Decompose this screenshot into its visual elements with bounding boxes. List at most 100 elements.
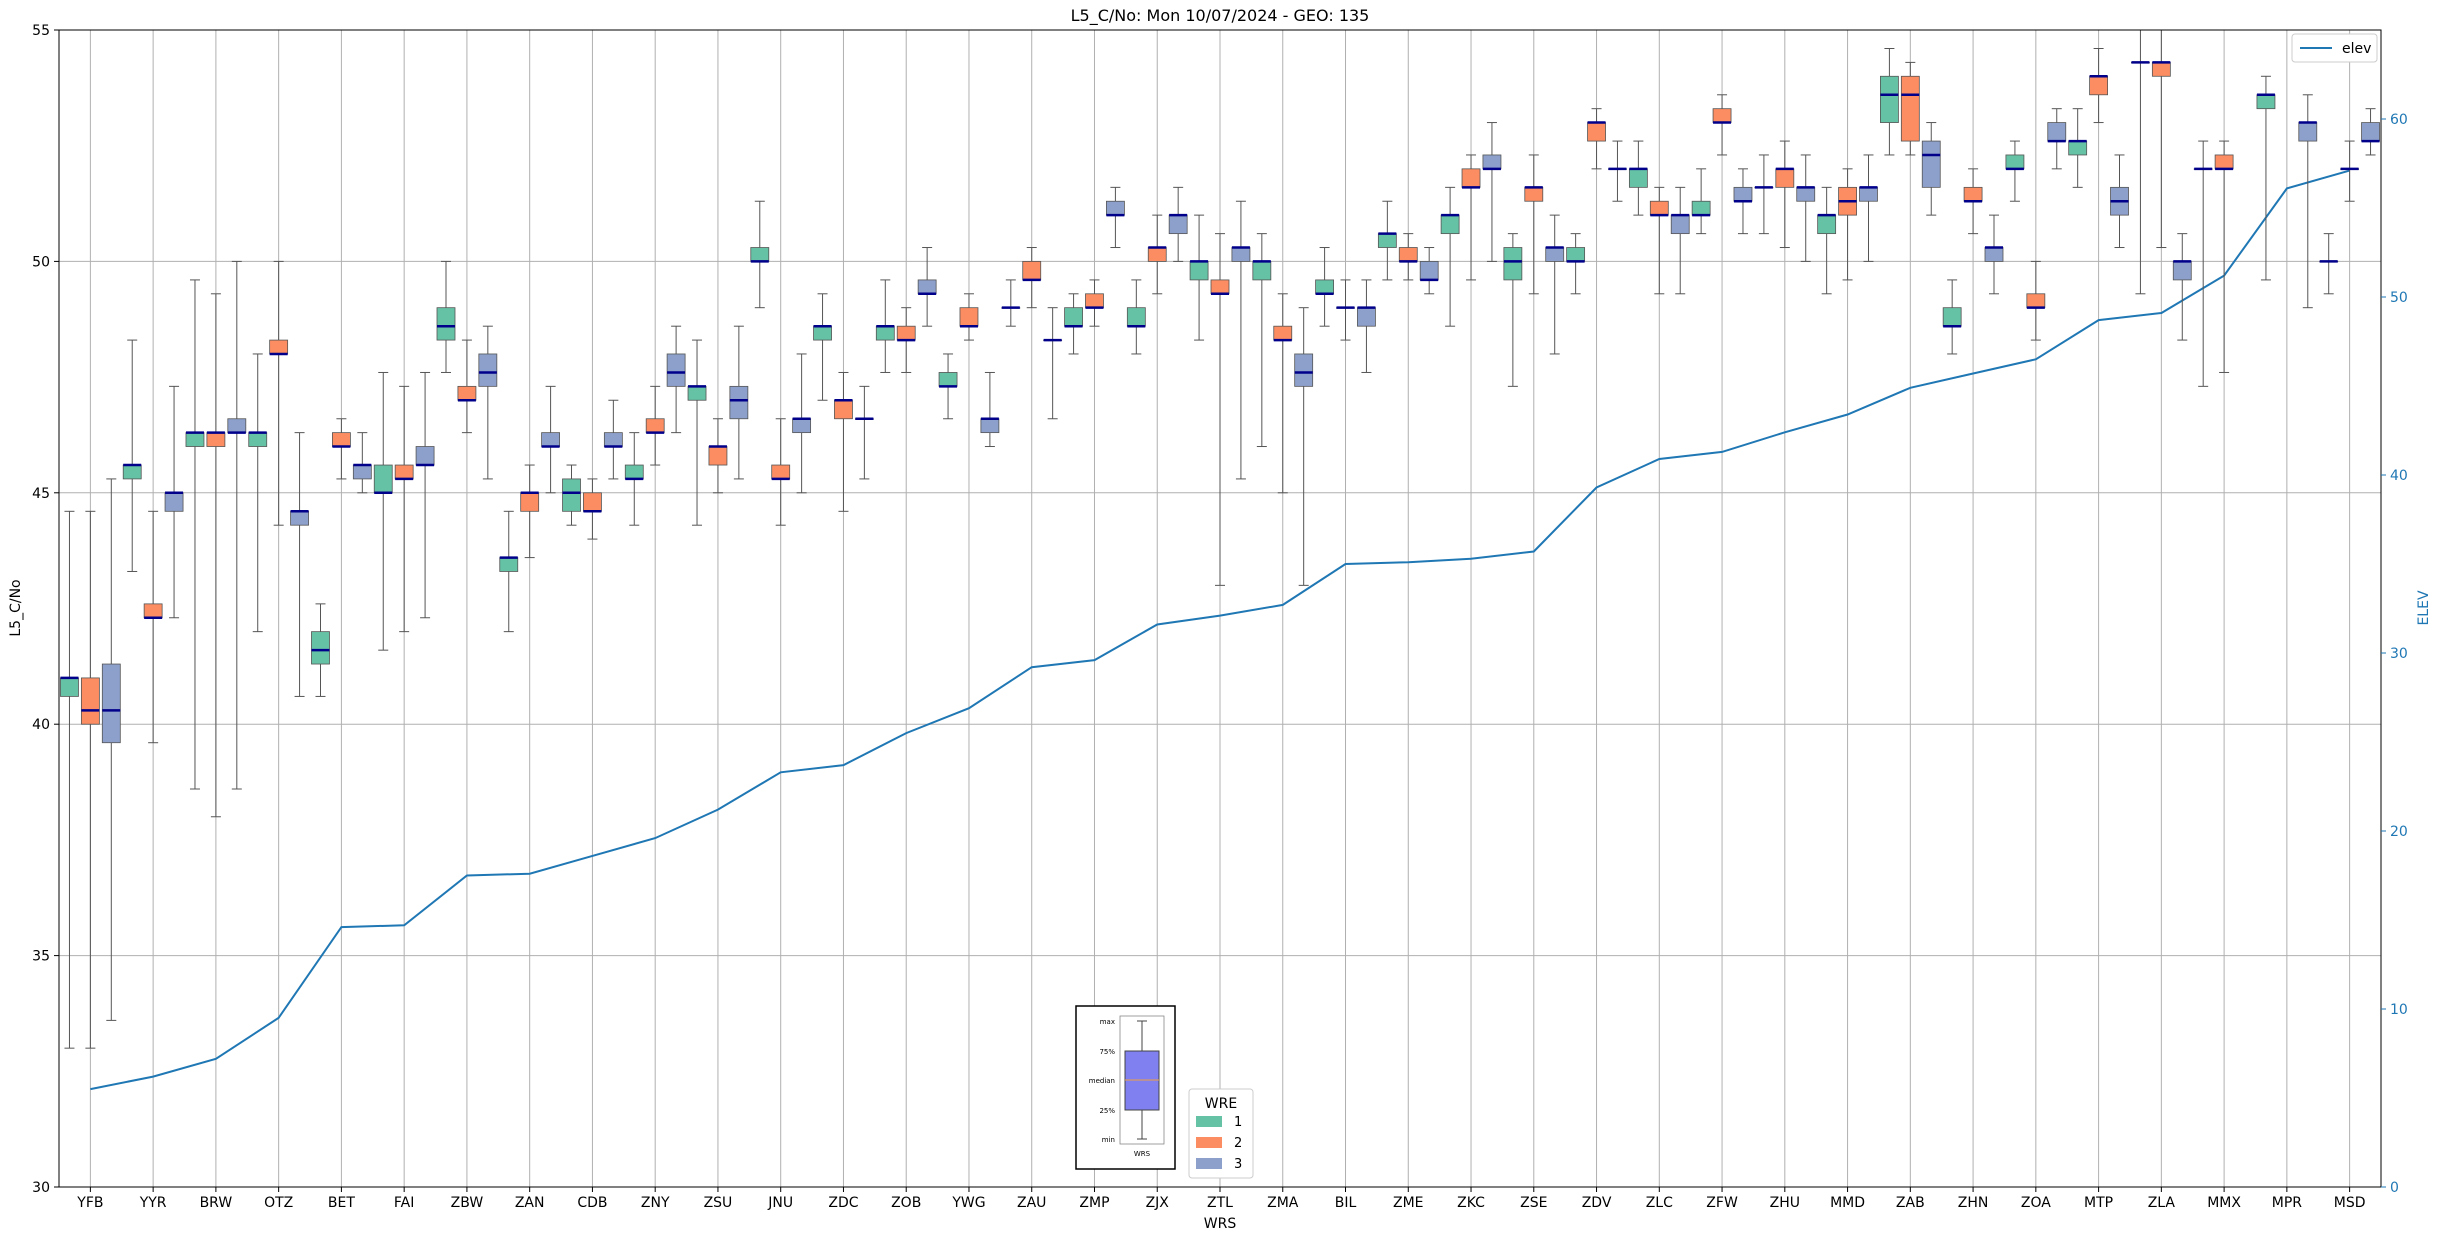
box-body <box>311 631 330 665</box>
x-tick-label: ZDC <box>828 1195 858 1211</box>
box-ZKC-wre1 <box>1440 186 1460 327</box>
box-BIL-wre2 <box>1336 279 1355 341</box>
x-tick-label: ZNY <box>641 1195 670 1211</box>
box-YYR-wre1 <box>122 339 142 572</box>
box-BET-wre3 <box>352 432 372 494</box>
box-OTZ-wre2 <box>269 260 289 526</box>
box-JNU-wre1 <box>750 200 770 309</box>
box-body <box>980 418 1000 434</box>
box-YWG-wre2 <box>959 293 979 341</box>
y-tick-label: 40 <box>32 717 50 733</box>
x-tick-label: ZTL <box>1207 1195 1233 1211</box>
box-YWG-wre1 <box>938 353 958 420</box>
box-ZMA-wre1 <box>1252 233 1272 448</box>
box-body <box>1210 279 1230 295</box>
wre-legend-label-3: 3 <box>1234 1157 1242 1172</box>
box-ZJX-wre2 <box>1147 214 1167 295</box>
box-body <box>1921 140 1941 188</box>
box-body <box>1419 260 1439 281</box>
box-ZSU-wre2 <box>708 418 728 494</box>
box-body <box>896 325 916 341</box>
x-tick-label: YWG <box>951 1195 985 1211</box>
box-body <box>352 464 372 480</box>
x-tick-label: ZBW <box>451 1195 484 1211</box>
y-tick-label: 55 <box>32 23 50 39</box>
box-MMX-wre2 <box>2214 140 2234 373</box>
box-body <box>1273 325 1293 341</box>
box-body <box>2298 122 2318 142</box>
box-ZAU-wre2 <box>1022 247 1042 309</box>
box-ZHN-wre2 <box>1963 168 1983 235</box>
box-key-label-median: median <box>1089 1077 1115 1085</box>
box-ZDC-wre3 <box>854 385 874 480</box>
box-MPR-wre3 <box>2298 94 2318 309</box>
box-MSD-wre1 <box>2319 233 2339 295</box>
box-body <box>645 418 665 434</box>
chart-title: L5_C/No: Mon 10/07/2024 - GEO: 135 <box>1071 6 1370 26</box>
x-tick-label: ZJX <box>1146 1195 1170 1211</box>
x-tick-label: ZOB <box>891 1195 921 1211</box>
box-ZAB-wre3 <box>1921 122 1941 216</box>
box-body <box>917 279 937 295</box>
box-ZDC-wre2 <box>834 371 853 512</box>
box-ZKC-wre2 <box>1461 154 1481 281</box>
box-FAI-wre1 <box>373 371 393 651</box>
box-body <box>1022 260 1042 281</box>
box-body <box>1461 168 1481 188</box>
box-BET-wre1 <box>311 603 330 697</box>
box-ZTL-wre3 <box>1231 200 1251 480</box>
grid-lines <box>59 30 2381 1187</box>
box-body <box>1440 214 1460 235</box>
box-body <box>394 464 414 480</box>
box-ZMP-wre3 <box>1106 186 1125 249</box>
box-body <box>1649 200 1669 216</box>
box-ZLA-wre3 <box>2172 233 2192 341</box>
box-ZBW-wre3 <box>478 325 498 480</box>
x-tick-label: ZAB <box>1896 1195 1925 1211</box>
box-body <box>541 432 560 447</box>
box-ZAU-wre3 <box>1043 307 1063 420</box>
box-body <box>2026 293 2046 309</box>
box-ZHU-wre2 <box>1775 140 1795 249</box>
box-ZDV-wre3 <box>1608 140 1627 202</box>
box-ZHU-wre1 <box>1754 154 1774 235</box>
box-ZFW-wre3 <box>1733 168 1753 235</box>
box-body <box>834 399 853 420</box>
box-CDB-wre2 <box>583 478 602 540</box>
box-MMD-wre1 <box>1817 186 1837 295</box>
box-body <box>1817 214 1837 235</box>
box-body <box>1252 260 1272 281</box>
box-body <box>1545 247 1565 262</box>
box-BRW-wre1 <box>185 279 205 790</box>
box-ZNY-wre2 <box>645 385 665 466</box>
box-body <box>1859 186 1878 202</box>
box-body <box>206 432 226 447</box>
box-body <box>1796 186 1816 202</box>
box-body <box>60 677 79 697</box>
x-tick-label: YYR <box>139 1195 167 1211</box>
box-body <box>1942 307 1962 327</box>
box-key-label-max: max <box>1100 1018 1115 1026</box>
box-BRW-wre3 <box>227 260 247 790</box>
box-ZHN-wre3 <box>1984 214 2004 295</box>
box-ZFW-wre1 <box>1691 168 1711 235</box>
box-ZLA-wre2 <box>2151 29 2171 249</box>
box-ZSE-wre1 <box>1503 233 1523 387</box>
wre-legend-swatch-2 <box>1196 1137 1222 1148</box>
box-body <box>562 478 581 512</box>
x-axis-label: WRS <box>1204 1216 1237 1232</box>
box-ZAN-wre3 <box>541 385 560 494</box>
y-tick-label: 35 <box>32 949 50 965</box>
box-body <box>1231 247 1251 262</box>
box-ZNY-wre3 <box>666 325 686 434</box>
box-plot-group <box>60 29 2380 1049</box>
elev-legend-label: elev <box>2342 41 2371 57</box>
box-body <box>2214 154 2234 170</box>
box-MSD-wre3 <box>2361 108 2380 156</box>
box-ZBW-wre1 <box>436 260 456 373</box>
box-YFB-wre1 <box>60 510 79 1049</box>
y2-tick-label: 10 <box>2390 1002 2408 1018</box>
y2-tick-label: 60 <box>2390 112 2408 128</box>
wre-legend-label-2: 2 <box>1234 1136 1242 1151</box>
x-tick-label: ZKC <box>1457 1195 1485 1211</box>
